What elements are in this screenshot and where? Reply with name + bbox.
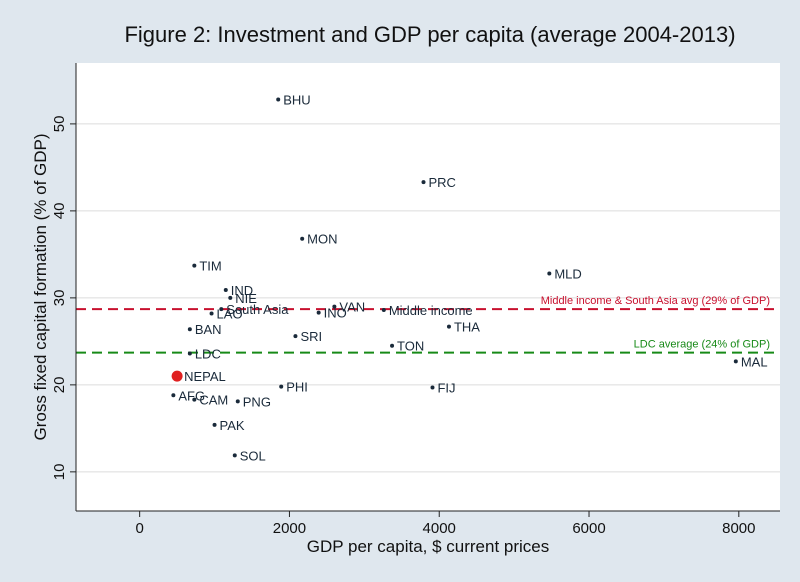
point-label: PNG bbox=[243, 394, 271, 409]
point bbox=[276, 97, 281, 102]
point bbox=[223, 288, 228, 293]
point-label: MON bbox=[307, 232, 337, 247]
point bbox=[316, 310, 321, 315]
point bbox=[430, 385, 435, 390]
axes: 10 20 30 40 50 0 2000 4000 6000 8000 bbox=[51, 63, 780, 537]
point-label: PRC bbox=[429, 175, 456, 190]
point bbox=[279, 384, 284, 389]
point-label: TIM bbox=[199, 259, 221, 274]
x-tick-label: 6000 bbox=[572, 520, 605, 537]
y-tick-label: 10 bbox=[51, 464, 68, 481]
point bbox=[547, 271, 552, 276]
point bbox=[209, 311, 214, 316]
point bbox=[219, 307, 224, 312]
point-highlight bbox=[171, 370, 183, 382]
point bbox=[300, 236, 305, 241]
point-label: PHI bbox=[286, 380, 308, 395]
x-tick-label: 2000 bbox=[273, 520, 306, 537]
point-label: LDC bbox=[195, 347, 221, 362]
point-label: BAN bbox=[195, 322, 222, 337]
point bbox=[192, 397, 197, 402]
point bbox=[187, 327, 192, 332]
point-label: South Asia bbox=[226, 302, 289, 317]
point bbox=[421, 180, 426, 185]
x-tick-label: 4000 bbox=[423, 520, 456, 537]
point-label: NEPAL bbox=[184, 369, 226, 384]
point bbox=[446, 324, 451, 329]
gridlines bbox=[76, 123, 780, 473]
point-label: MLD bbox=[554, 267, 581, 282]
y-tick-label: 30 bbox=[51, 290, 68, 307]
point bbox=[171, 393, 176, 398]
point bbox=[235, 399, 240, 404]
plot-area bbox=[76, 63, 780, 511]
point bbox=[733, 359, 738, 364]
point bbox=[332, 304, 337, 309]
point-label: SOL bbox=[240, 448, 266, 463]
reference-line-label: Middle income & South Asia avg (29% of G… bbox=[541, 295, 770, 307]
point-label: SRI bbox=[300, 329, 322, 344]
point bbox=[187, 351, 192, 356]
x-tick-label: 8000 bbox=[722, 520, 755, 537]
point-label: TON bbox=[397, 339, 424, 354]
chart-title: Figure 2: Investment and GDP per capita … bbox=[124, 22, 735, 47]
point bbox=[390, 343, 395, 348]
point bbox=[232, 453, 237, 458]
point-label: THA bbox=[454, 320, 480, 335]
point-label: IND bbox=[231, 283, 253, 298]
point-label: MAL bbox=[741, 354, 768, 369]
point-label: VAN bbox=[339, 300, 365, 315]
x-axis-title: GDP per capita, $ current prices bbox=[307, 537, 550, 556]
point-label: INO bbox=[324, 306, 347, 321]
point bbox=[381, 308, 386, 313]
reference-lines: Middle income & South Asia avg (29% of G… bbox=[76, 295, 780, 354]
y-axis-title: Gross fixed capital formation (% of GDP) bbox=[31, 133, 50, 440]
point-label: NIE bbox=[235, 291, 257, 306]
point bbox=[228, 295, 233, 300]
point-label: CAM bbox=[199, 393, 228, 408]
point-label: Middle income bbox=[389, 303, 473, 318]
x-tick-label: 0 bbox=[135, 520, 143, 537]
point-label: LAO bbox=[217, 307, 243, 322]
y-tick-label: 50 bbox=[51, 116, 68, 133]
y-tick-label: 20 bbox=[51, 377, 68, 394]
point bbox=[192, 263, 197, 268]
point bbox=[293, 334, 298, 339]
point bbox=[212, 422, 217, 427]
point-label: AFG bbox=[178, 388, 205, 403]
point-label: PAK bbox=[220, 418, 245, 433]
y-tick-label: 40 bbox=[51, 203, 68, 220]
reference-line-label: LDC average (24% of GDP) bbox=[634, 339, 770, 351]
point-label: FIJ bbox=[437, 380, 455, 395]
point-label: BHU bbox=[283, 93, 310, 108]
